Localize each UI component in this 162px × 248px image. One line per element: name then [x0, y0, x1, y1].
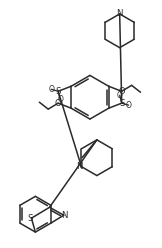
Text: S: S: [28, 214, 33, 223]
Text: N: N: [116, 9, 123, 18]
Text: O: O: [118, 87, 125, 96]
Text: O: O: [126, 101, 132, 110]
Text: S: S: [55, 87, 61, 96]
Text: N: N: [62, 211, 68, 220]
Text: O: O: [57, 95, 63, 104]
Text: O: O: [55, 99, 61, 108]
Text: N: N: [76, 162, 83, 171]
Text: S: S: [119, 99, 124, 108]
Text: O: O: [48, 85, 54, 94]
Text: O: O: [117, 91, 123, 100]
